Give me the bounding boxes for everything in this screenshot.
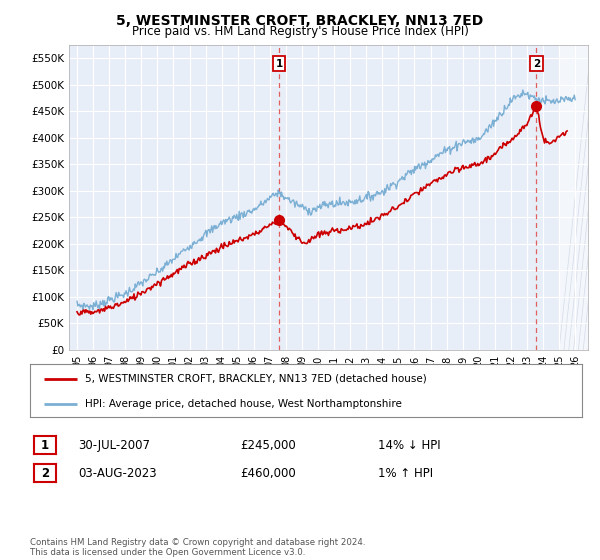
Text: Contains HM Land Registry data © Crown copyright and database right 2024.
This d: Contains HM Land Registry data © Crown c… <box>30 538 365 557</box>
Text: Price paid vs. HM Land Registry's House Price Index (HPI): Price paid vs. HM Land Registry's House … <box>131 25 469 38</box>
Text: 2: 2 <box>533 59 540 68</box>
Text: 03-AUG-2023: 03-AUG-2023 <box>78 466 157 480</box>
Text: 1: 1 <box>275 59 283 68</box>
Text: 1: 1 <box>41 438 49 452</box>
Text: 2: 2 <box>41 466 49 480</box>
Text: 5, WESTMINSTER CROFT, BRACKLEY, NN13 7ED: 5, WESTMINSTER CROFT, BRACKLEY, NN13 7ED <box>116 14 484 28</box>
Text: 14% ↓ HPI: 14% ↓ HPI <box>378 438 440 452</box>
Text: 1% ↑ HPI: 1% ↑ HPI <box>378 466 433 480</box>
Text: 30-JUL-2007: 30-JUL-2007 <box>78 438 150 452</box>
Text: £460,000: £460,000 <box>240 466 296 480</box>
Text: £245,000: £245,000 <box>240 438 296 452</box>
Text: HPI: Average price, detached house, West Northamptonshire: HPI: Average price, detached house, West… <box>85 399 402 409</box>
Text: 5, WESTMINSTER CROFT, BRACKLEY, NN13 7ED (detached house): 5, WESTMINSTER CROFT, BRACKLEY, NN13 7ED… <box>85 374 427 384</box>
